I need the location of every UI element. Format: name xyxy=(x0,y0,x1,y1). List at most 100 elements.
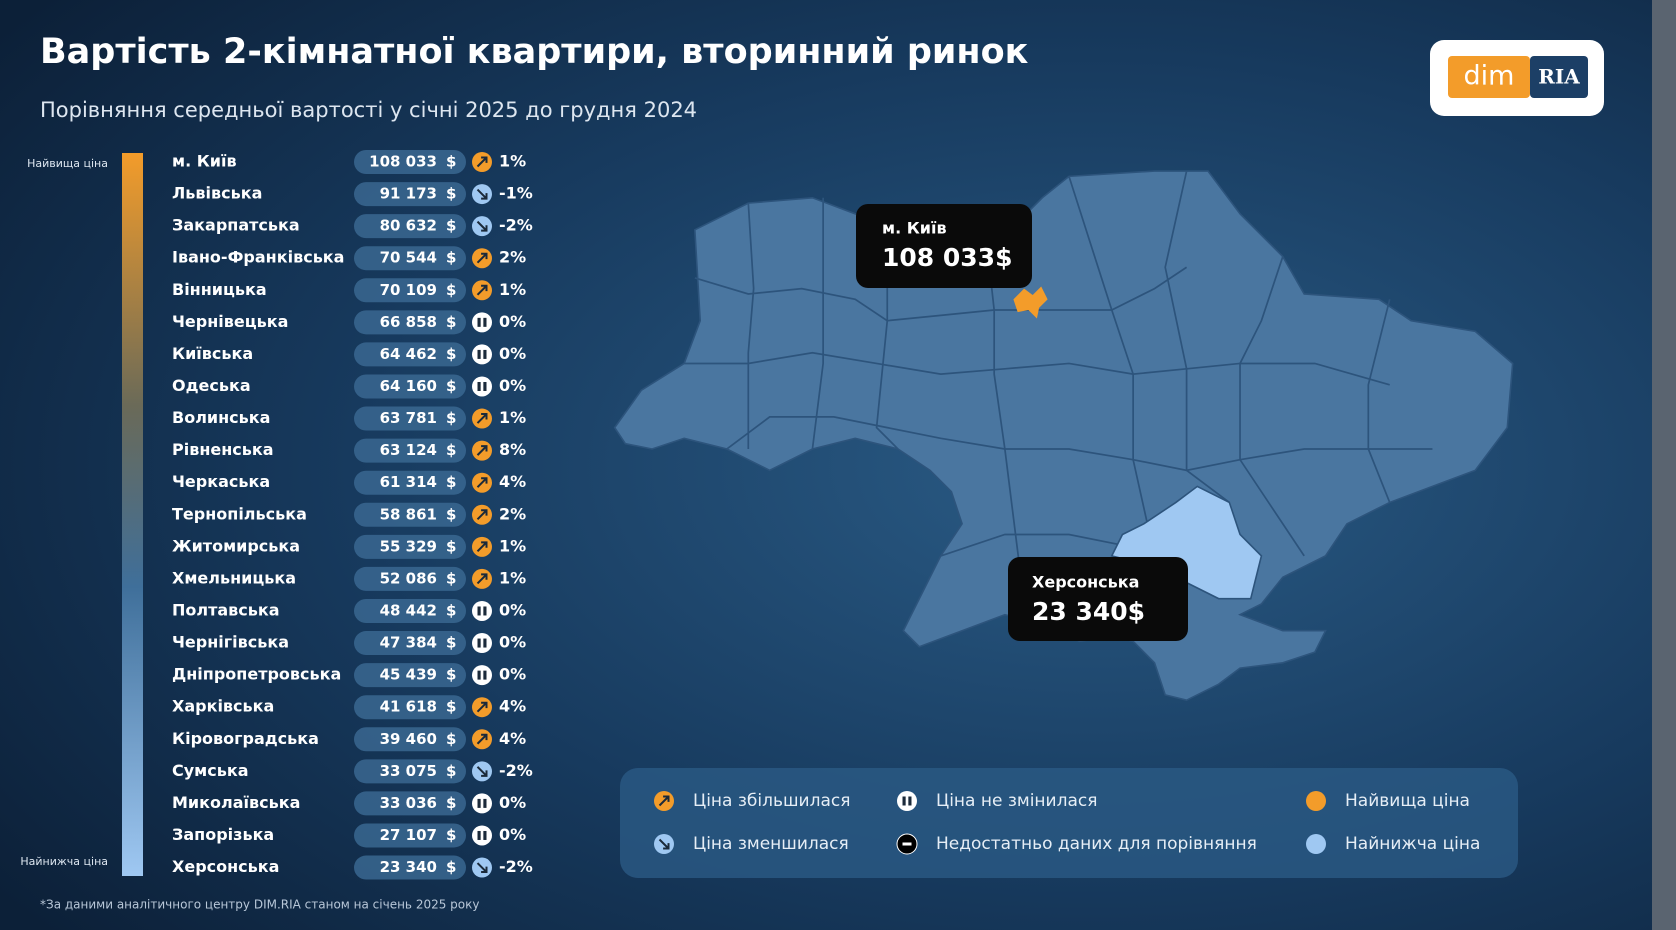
callout-kyiv: м. Київ 108 033$ xyxy=(856,204,1032,288)
price: 66 858 xyxy=(380,313,437,331)
callout-box xyxy=(856,204,1032,288)
icon-circle xyxy=(897,791,917,811)
icon-same xyxy=(472,344,492,365)
logo: dim RIA xyxy=(1430,40,1604,116)
change: 2% xyxy=(499,248,526,267)
legend-label: Найнижча ціна xyxy=(1345,834,1480,854)
logo-left: dim xyxy=(1464,61,1515,92)
currency: $ xyxy=(446,345,456,363)
price-pill xyxy=(354,534,466,559)
price: 108 033 xyxy=(369,153,437,171)
region-name: Івано-Франківська xyxy=(172,248,344,267)
price: 45 439 xyxy=(380,666,437,684)
price: 63 781 xyxy=(380,409,437,427)
change: -2% xyxy=(499,761,533,780)
price-pill xyxy=(354,727,466,752)
price: 47 384 xyxy=(380,634,437,652)
region-name: Вінницька xyxy=(172,280,267,299)
change: 4% xyxy=(499,697,526,716)
icon-arrow xyxy=(476,156,488,168)
icon-up xyxy=(654,791,674,811)
region-border xyxy=(811,197,824,450)
currency: $ xyxy=(446,666,456,684)
price-pill xyxy=(354,598,466,623)
icon-circle xyxy=(472,793,492,814)
price: 80 632 xyxy=(380,217,437,235)
change: 0% xyxy=(499,633,526,652)
icon-up xyxy=(472,440,492,461)
price-pill xyxy=(354,374,466,399)
region-name: м. Київ xyxy=(172,152,237,171)
kherson-region xyxy=(1110,485,1263,600)
icon-arrow xyxy=(476,541,488,553)
region-name: Харківська xyxy=(172,697,274,716)
icon-bar xyxy=(483,830,487,840)
icon-circle xyxy=(1306,791,1326,811)
scale-bar xyxy=(122,153,143,876)
region-name: Сумська xyxy=(172,761,249,780)
currency: $ xyxy=(446,794,456,812)
change: 0% xyxy=(499,825,526,844)
icon-bar xyxy=(477,317,481,327)
icon-arrow xyxy=(476,766,488,777)
region-border xyxy=(1367,299,1391,503)
legend-box xyxy=(620,768,1518,878)
icon-same xyxy=(472,793,492,814)
price-pill xyxy=(354,631,466,656)
icon-up xyxy=(472,152,492,172)
callout-name: м. Київ xyxy=(882,219,947,238)
price: 52 086 xyxy=(380,569,437,587)
subtitle: Порівняння середньої вартості у січні 20… xyxy=(40,98,697,122)
change: 1% xyxy=(499,568,526,587)
price: 27 107 xyxy=(380,826,437,844)
currency: $ xyxy=(446,858,456,876)
icon-bar xyxy=(483,670,487,680)
price-pill xyxy=(354,310,466,335)
icon-arrow xyxy=(476,477,488,488)
price: 64 160 xyxy=(380,377,437,395)
legend-label: Ціна зменшилася xyxy=(693,834,849,854)
icon-bar xyxy=(902,796,906,806)
legend-label: Ціна збільшилася xyxy=(693,791,850,811)
icon-arrow xyxy=(476,573,488,585)
currency: $ xyxy=(446,217,456,235)
icon-same xyxy=(472,376,492,397)
region-border xyxy=(1068,176,1156,557)
price: 61 314 xyxy=(380,473,437,491)
price: 91 173 xyxy=(380,185,437,203)
icon-same xyxy=(472,600,492,621)
region-name: Дніпропетровська xyxy=(172,665,341,684)
callout-value: 23 340$ xyxy=(1032,597,1145,626)
icon-bar xyxy=(483,798,487,808)
icon-bar xyxy=(477,349,481,359)
currency: $ xyxy=(446,698,456,716)
change: 0% xyxy=(499,600,526,619)
logo-right-bg xyxy=(1530,56,1588,98)
region-name: Чернігівська xyxy=(172,633,289,652)
scale-bottom-text: Найнижча ціна xyxy=(20,855,108,868)
price-pill xyxy=(354,502,466,527)
price-pill xyxy=(354,438,466,463)
currency: $ xyxy=(446,730,456,748)
change: 8% xyxy=(499,440,526,459)
icon-arrow xyxy=(476,862,488,874)
logo-right: RIA xyxy=(1538,65,1580,89)
currency: $ xyxy=(446,634,456,652)
price: 58 861 xyxy=(380,505,437,523)
price: 64 462 xyxy=(380,345,437,363)
icon-bar xyxy=(483,349,487,359)
region-name: Київська xyxy=(172,344,253,363)
region-border xyxy=(982,213,1028,621)
callout-value: 108 033$ xyxy=(882,243,1012,272)
icon-bar xyxy=(477,798,481,808)
icon-arrow xyxy=(476,220,488,232)
price-pill xyxy=(354,406,466,431)
title: Вартість 2-кімнатної квартири, вторинний… xyxy=(40,32,1029,72)
change: 0% xyxy=(499,312,526,331)
price-pill xyxy=(354,695,466,720)
price-pill xyxy=(354,855,466,880)
icon-bar xyxy=(477,638,481,648)
currency: $ xyxy=(446,505,456,523)
price: 23 340 xyxy=(380,858,437,876)
